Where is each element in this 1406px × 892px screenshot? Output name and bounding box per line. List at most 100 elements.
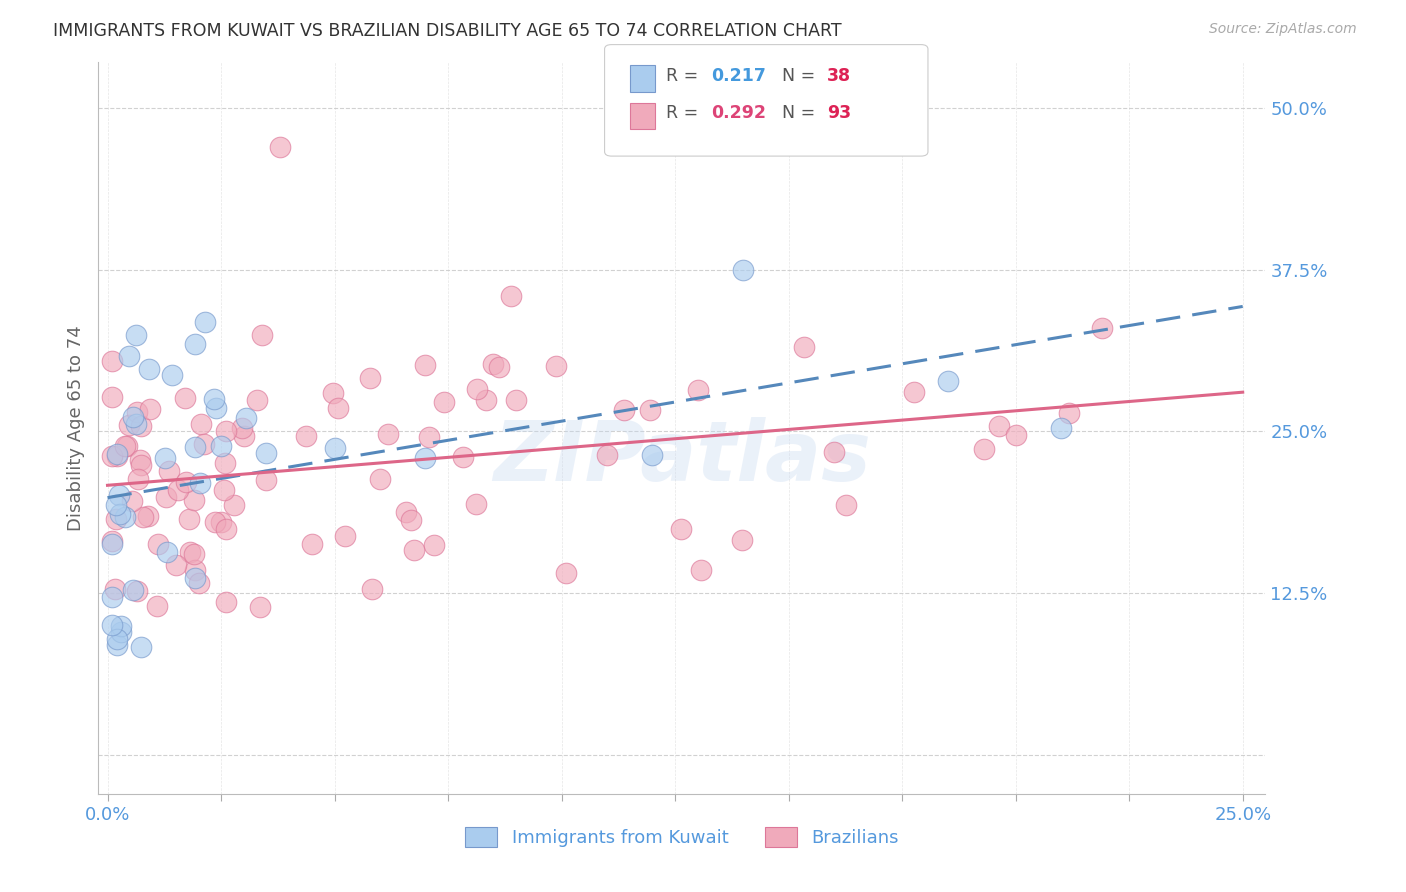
Point — [174, 391, 197, 405]
Point — [488, 359, 510, 374]
Point — [322, 385, 344, 400]
Point — [359, 371, 381, 385]
Point — [156, 545, 179, 559]
Point — [423, 538, 446, 552]
Point — [101, 537, 124, 551]
Point — [231, 421, 253, 435]
Point — [105, 632, 128, 646]
Point — [1050, 421, 1073, 435]
Point — [104, 582, 127, 596]
Point — [1004, 427, 1026, 442]
Point — [105, 638, 128, 652]
Text: ZIPatlas: ZIPatlas — [494, 417, 870, 498]
Point — [125, 328, 148, 343]
Point — [183, 493, 205, 508]
Point — [101, 390, 124, 404]
Point — [190, 417, 212, 432]
Point — [131, 510, 153, 524]
Legend: Immigrants from Kuwait, Brazilians: Immigrants from Kuwait, Brazilians — [457, 820, 907, 855]
Point — [139, 402, 162, 417]
Point — [136, 509, 159, 524]
Point — [105, 450, 128, 464]
Point — [193, 437, 215, 451]
Point — [453, 450, 475, 464]
Point — [105, 498, 128, 512]
Point — [903, 385, 925, 400]
Point — [121, 583, 143, 598]
Point — [127, 472, 149, 486]
Point — [671, 522, 693, 536]
Point — [214, 456, 236, 470]
Point — [114, 439, 136, 453]
Point — [183, 548, 205, 562]
Point — [190, 475, 212, 490]
Point — [295, 429, 318, 443]
Point — [110, 618, 132, 632]
Text: 0.292: 0.292 — [711, 104, 766, 122]
Text: R =: R = — [666, 67, 704, 85]
Point — [101, 449, 124, 463]
Point — [167, 483, 190, 497]
Point — [129, 458, 152, 472]
Point — [174, 475, 197, 489]
Point — [222, 498, 245, 512]
Point — [121, 493, 143, 508]
Point — [160, 368, 183, 382]
Point — [232, 428, 254, 442]
Point — [101, 617, 124, 632]
Point — [433, 395, 456, 409]
Point — [138, 362, 160, 376]
Text: 38: 38 — [827, 67, 851, 85]
Point — [987, 418, 1010, 433]
Text: IMMIGRANTS FROM KUWAIT VS BRAZILIAN DISABILITY AGE 65 TO 74 CORRELATION CHART: IMMIGRANTS FROM KUWAIT VS BRAZILIAN DISA… — [53, 22, 842, 40]
Point — [177, 512, 200, 526]
Point — [129, 640, 152, 654]
Point — [118, 349, 141, 363]
Point — [413, 358, 436, 372]
Point — [114, 509, 136, 524]
Point — [323, 441, 346, 455]
Point — [108, 507, 131, 521]
Point — [399, 513, 422, 527]
Text: 0.217: 0.217 — [711, 67, 766, 85]
Point — [110, 625, 132, 640]
Point — [209, 439, 232, 453]
Point — [733, 262, 755, 277]
Point — [731, 533, 754, 547]
Point — [641, 448, 664, 462]
Point — [153, 450, 176, 465]
Point — [395, 504, 418, 518]
Point — [973, 442, 995, 456]
Point — [127, 584, 149, 599]
Point — [183, 440, 205, 454]
Point — [415, 450, 437, 465]
Point — [184, 337, 207, 351]
Point — [187, 576, 209, 591]
Y-axis label: Disability Age 65 to 74: Disability Age 65 to 74 — [66, 326, 84, 531]
Text: R =: R = — [666, 104, 704, 122]
Point — [235, 411, 257, 425]
Point — [125, 404, 148, 418]
Point — [204, 515, 226, 529]
Point — [482, 357, 505, 371]
Point — [596, 448, 619, 462]
Point — [402, 543, 425, 558]
Point — [157, 464, 180, 478]
Point — [214, 425, 236, 439]
Point — [118, 418, 141, 433]
Point — [249, 599, 271, 614]
Point — [823, 444, 845, 458]
Point — [215, 595, 238, 609]
Point — [505, 393, 527, 408]
Point — [689, 563, 711, 577]
Point — [269, 139, 291, 153]
Point — [335, 529, 357, 543]
Point — [101, 353, 124, 368]
Point — [184, 570, 207, 584]
Point — [686, 384, 709, 398]
Point — [209, 516, 232, 530]
Text: 93: 93 — [827, 104, 851, 122]
Point — [613, 403, 636, 417]
Point — [252, 328, 274, 343]
Point — [1091, 321, 1114, 335]
